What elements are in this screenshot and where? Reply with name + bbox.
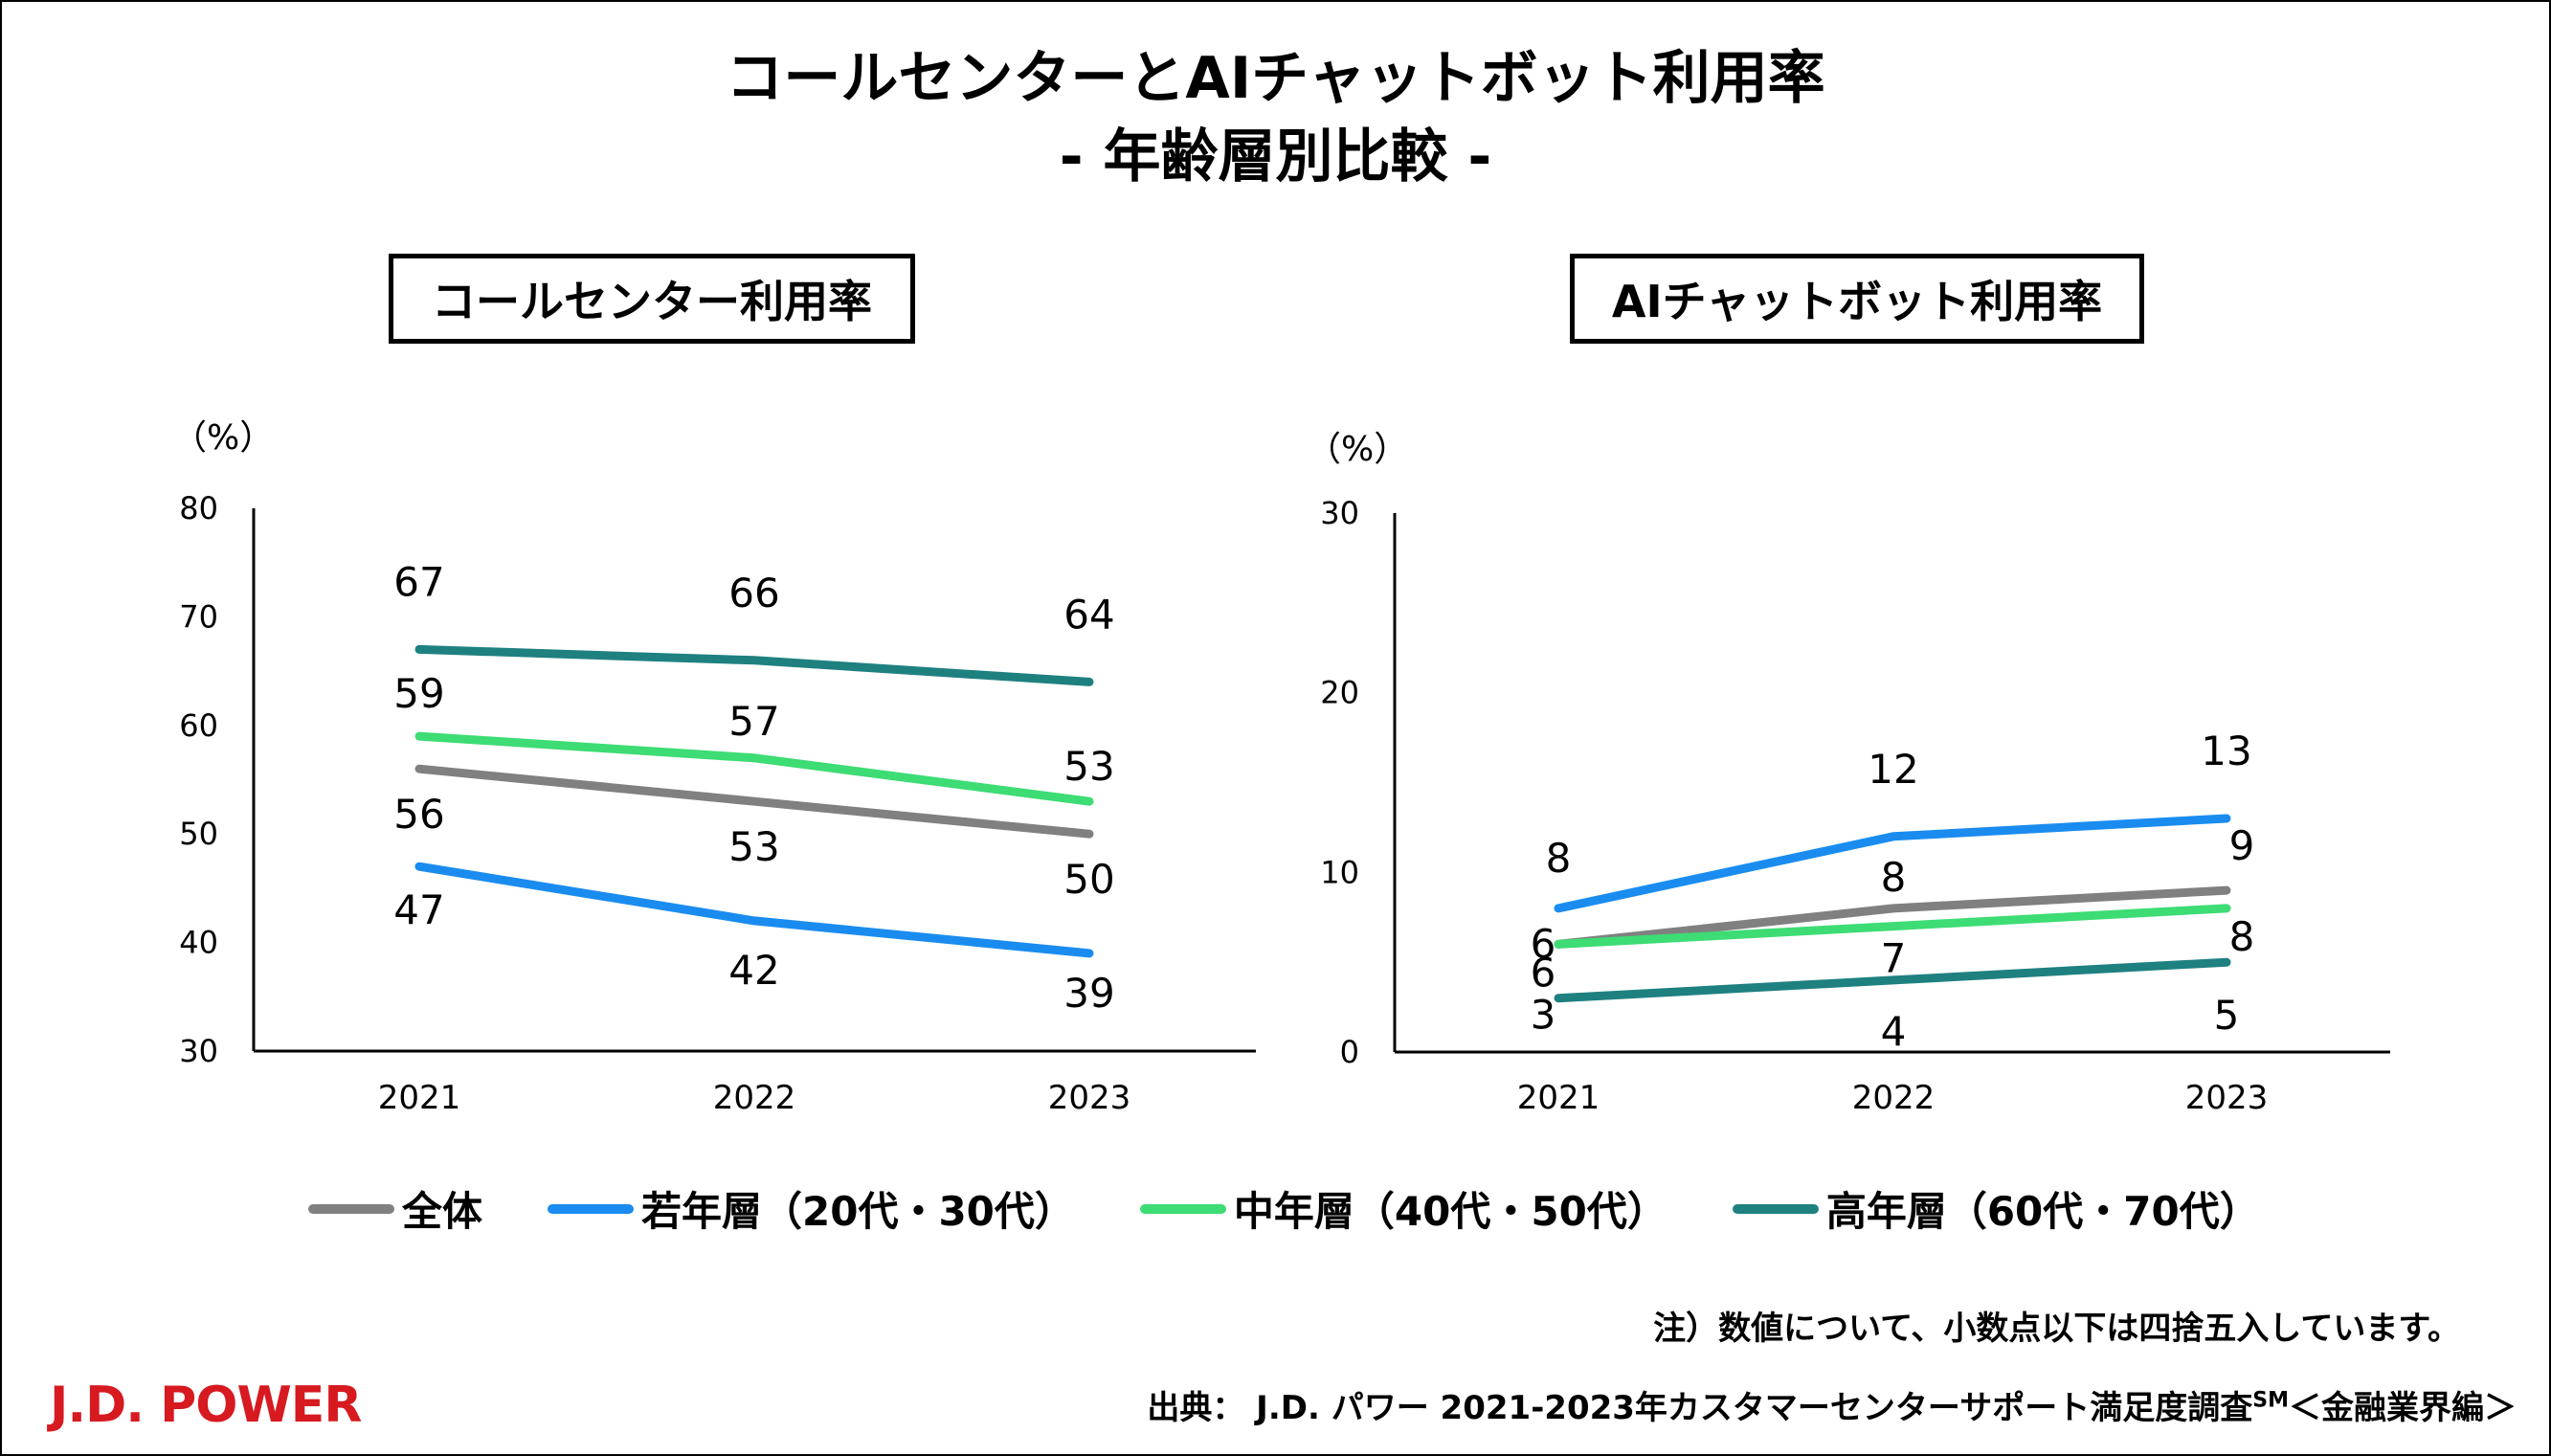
- legend-label-young: 若年層（20代・30代）: [641, 1188, 1075, 1235]
- callcenter-x-tick-label: 2023: [1048, 1079, 1131, 1117]
- callcenter-y-tick-label: 50: [179, 816, 218, 852]
- chatbot-series-young-line: [1554, 814, 2231, 913]
- callcenter-y-unit: （%）: [172, 418, 275, 458]
- callcenter-series-senior-data-label: 64: [1063, 591, 1114, 638]
- source-main: 出典： J.D. パワー 2021-2023年カスタマーセンターサポート満足度調…: [1147, 1389, 2253, 1427]
- callcenter-series-senior-line: [414, 644, 1094, 686]
- chatbot-series-senior-data-label: 3: [1531, 992, 1556, 1039]
- chatbot-panel-title: AIチャットボット利用率: [1570, 254, 2144, 344]
- callcenter-series-middle-line: [414, 731, 1094, 806]
- callcenter-y-tick-label: 30: [179, 1033, 218, 1069]
- callcenter-y-tick-label: 60: [179, 707, 218, 744]
- legend-swatch-young: [548, 1203, 635, 1214]
- callcenter-x-tick-label: 2022: [713, 1079, 796, 1117]
- legend: 全体 若年層（20代・30代） 中年層（40代・50代） 高年層（60代・70代…: [308, 1179, 2260, 1238]
- legend-label-all: 全体: [402, 1188, 483, 1235]
- source-citation: 出典： J.D. パワー 2021-2023年カスタマーセンターサポート満足度調…: [1147, 1381, 2517, 1428]
- source-sup: SM: [2252, 1388, 2289, 1413]
- chatbot-y-unit: （%）: [1307, 430, 1409, 469]
- chatbot-series-young-data-label: 8: [1546, 835, 1572, 882]
- legend-item-all: 全体: [308, 1179, 482, 1238]
- figure-title: コールセンターとAIチャットボット利用率: [726, 45, 1825, 112]
- callcenter-series-middle-data-label: 59: [393, 670, 444, 717]
- callcenter-series-young-line: [414, 862, 1094, 958]
- chatbot-y-tick-label: 30: [1320, 495, 1359, 531]
- chatbot-series-young-data-label: 13: [2201, 728, 2251, 774]
- callcenter-panel-title: コールセンター利用率: [389, 254, 915, 344]
- chatbot-series-middle-line: [1554, 904, 2231, 949]
- source-tail: ＜金融業界編＞: [2289, 1389, 2517, 1427]
- figure-subtitle: - 年齢層別比較 -: [1059, 123, 1492, 190]
- callcenter-series-all-data-label: 53: [728, 823, 779, 870]
- legend-swatch-middle: [1139, 1203, 1226, 1214]
- callcenter-series-all-line: [414, 764, 1094, 839]
- callcenter-y-tick-label: 40: [179, 925, 218, 961]
- legend-item-young: 若年層（20代・30代）: [548, 1179, 1075, 1238]
- chatbot-series-senior-line: [1554, 957, 2231, 1003]
- callcenter-y-tick-label: 80: [179, 490, 218, 526]
- chatbot-series-all-data-label: 8: [1881, 854, 1907, 901]
- chatbot-series-middle-data-label: 7: [1881, 935, 1907, 982]
- callcenter-series-all-data-label: 50: [1063, 856, 1114, 903]
- chatbot-series-all-data-label: 6: [1531, 920, 1556, 967]
- chatbot-x-tick-label: 2021: [1517, 1079, 1600, 1117]
- callcenter-x-tick-label: 2021: [378, 1079, 461, 1117]
- chatbot-series-middle-data-label: 6: [1531, 949, 1556, 996]
- chatbot-series-all-data-label: 9: [2229, 822, 2255, 869]
- callcenter-series-middle-data-label: 53: [1063, 743, 1114, 790]
- callcenter-series-all-data-label: 56: [393, 791, 444, 838]
- legend-item-senior: 高年層（60代・70代）: [1732, 1179, 2260, 1238]
- legend-label-middle: 中年層（40代・50代）: [1233, 1188, 1667, 1235]
- callcenter-series-middle-data-label: 57: [728, 698, 779, 745]
- chatbot-y-tick-label: 10: [1320, 854, 1359, 890]
- chatbot-series-senior-data-label: 5: [2214, 992, 2240, 1039]
- callcenter-y-tick-label: 70: [179, 598, 218, 635]
- legend-swatch-all: [308, 1203, 394, 1214]
- callcenter-series-senior-data-label: 66: [728, 570, 779, 616]
- legend-item-middle: 中年層（40代・50代）: [1139, 1179, 1667, 1238]
- legend-swatch-senior: [1732, 1203, 1819, 1214]
- jd-power-logo: J.D. POWER: [50, 1377, 362, 1434]
- chatbot-x-tick-label: 2022: [1852, 1079, 1936, 1117]
- callcenter-series-young-data-label: 47: [393, 886, 444, 933]
- rounding-note: 注）数値について、小数点以下は四捨五入しています。: [1653, 1310, 2460, 1348]
- chatbot-y-tick-label: 0: [1340, 1034, 1359, 1070]
- chatbot-series-senior-data-label: 4: [1881, 1008, 1907, 1055]
- callcenter-series-senior-data-label: 67: [393, 558, 444, 605]
- callcenter-series-young-data-label: 39: [1063, 970, 1114, 1017]
- legend-label-senior: 高年層（60代・70代）: [1825, 1188, 2260, 1235]
- chatbot-y-tick-label: 20: [1320, 675, 1359, 711]
- chatbot-series-young-data-label: 12: [1868, 746, 1918, 793]
- callcenter-series-young-data-label: 42: [728, 947, 779, 994]
- chatbot-series-middle-data-label: 8: [2229, 913, 2255, 960]
- chatbot-x-tick-label: 2023: [2185, 1079, 2269, 1117]
- chatbot-series-all-line: [1554, 885, 2231, 949]
